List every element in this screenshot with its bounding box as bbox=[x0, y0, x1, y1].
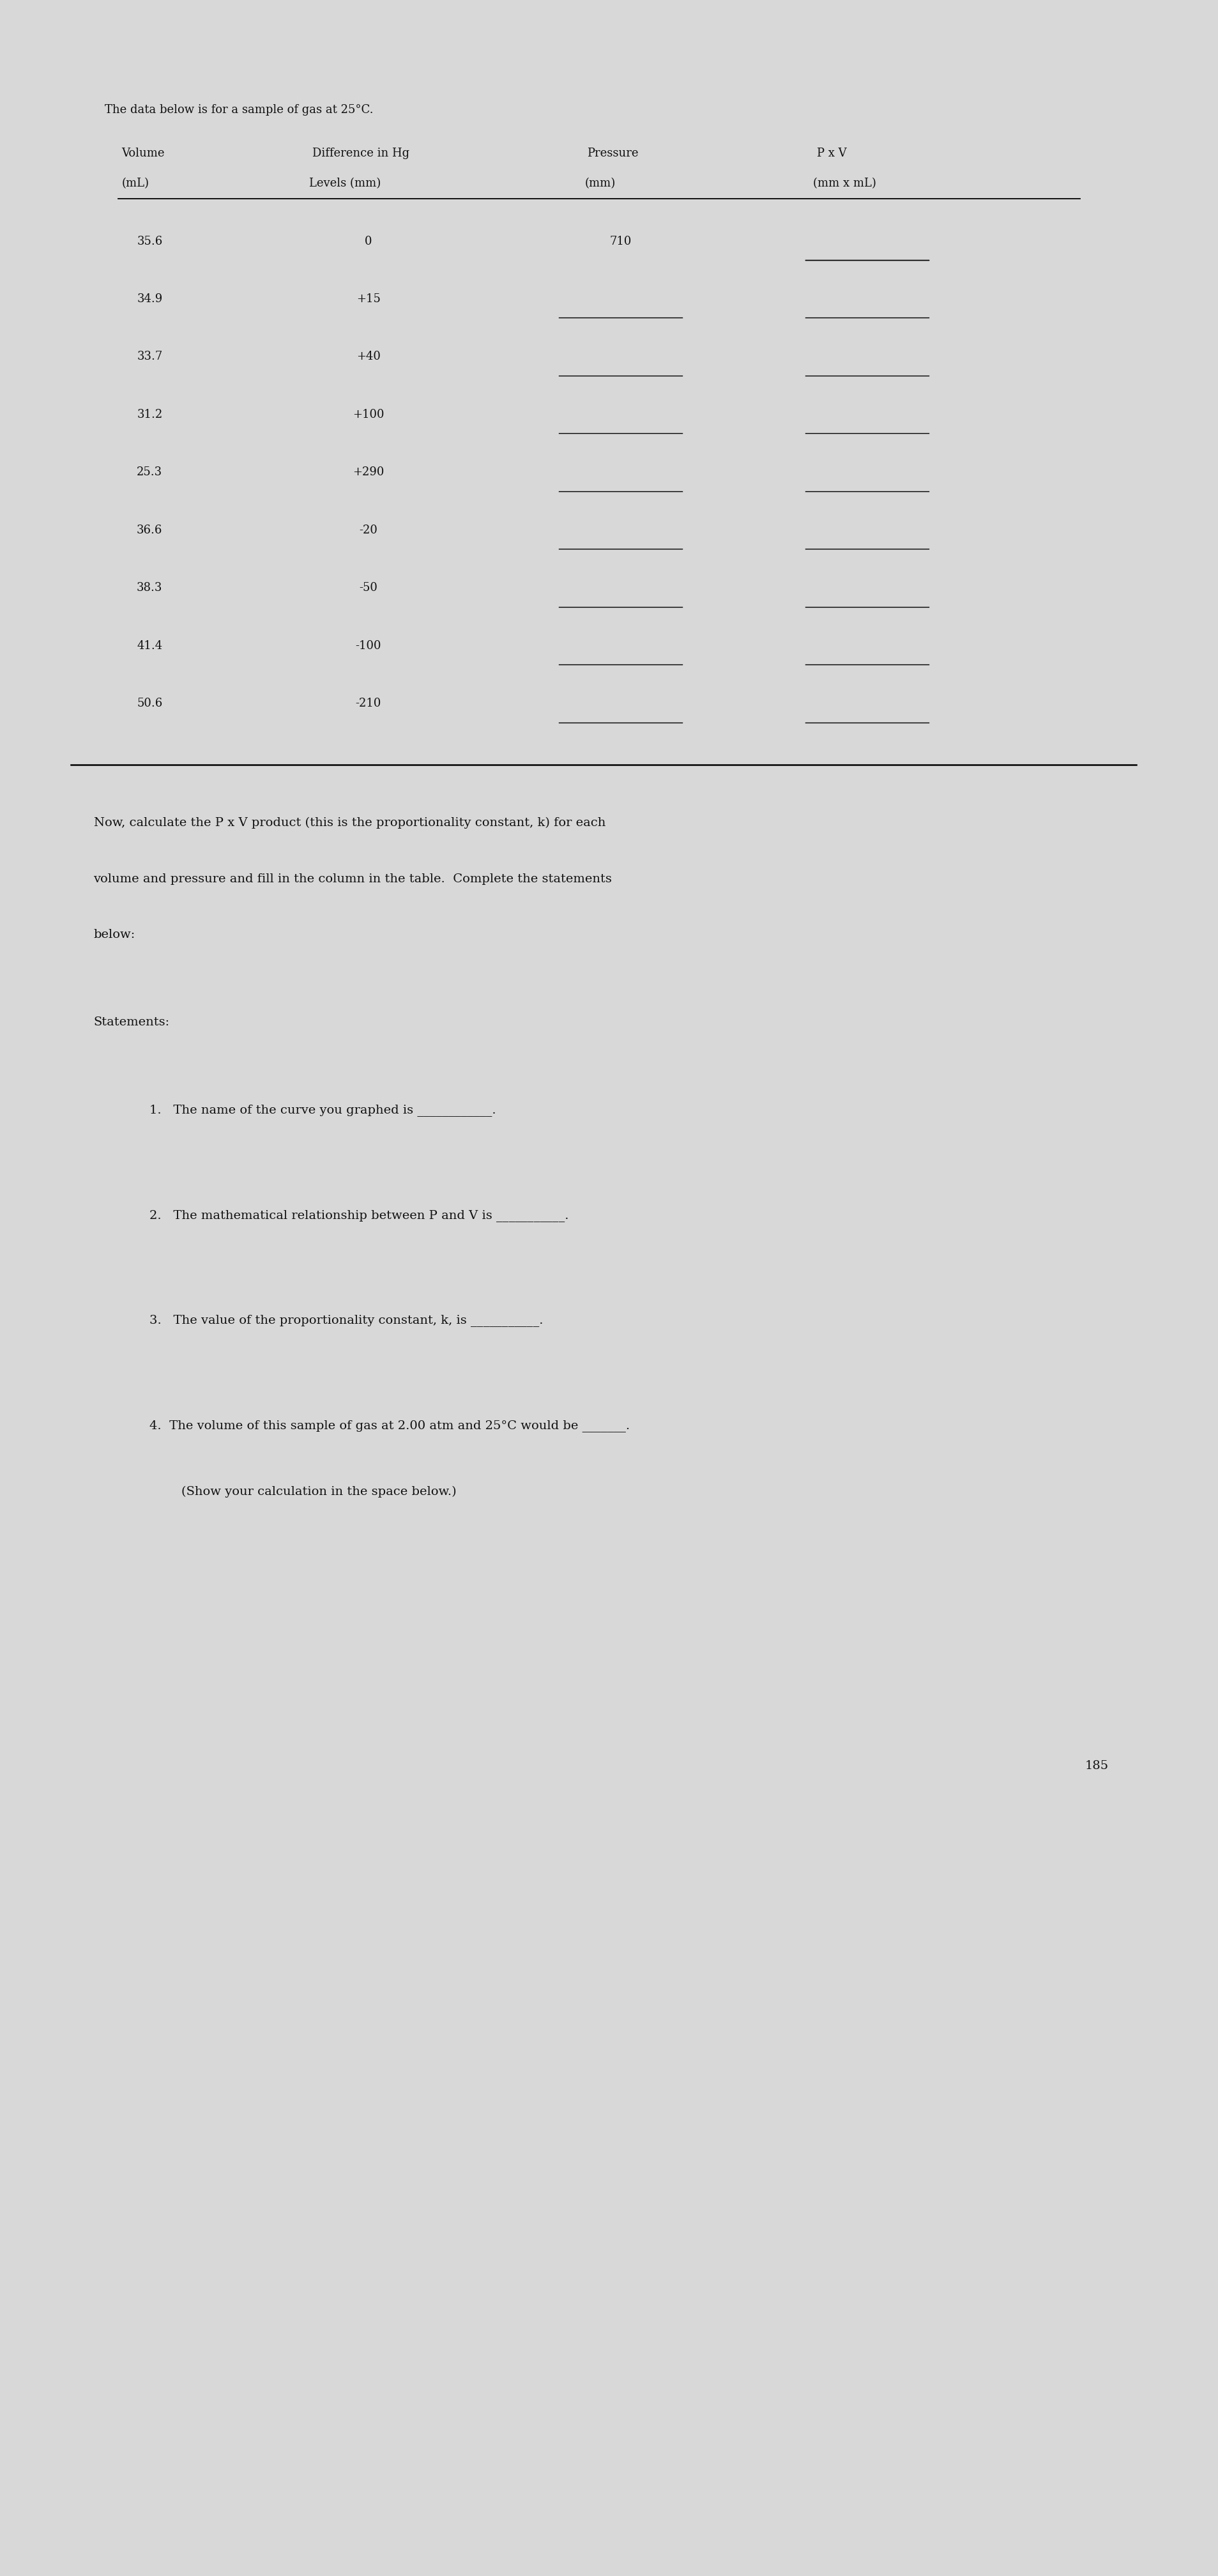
Text: 34.9: 34.9 bbox=[136, 294, 162, 304]
Text: +100: +100 bbox=[352, 410, 384, 420]
Text: 710: 710 bbox=[609, 234, 631, 247]
Text: +290: +290 bbox=[352, 466, 384, 479]
Text: Volume: Volume bbox=[122, 147, 164, 160]
Text: -20: -20 bbox=[359, 526, 378, 536]
Text: Pressure: Pressure bbox=[587, 147, 638, 160]
Text: 0: 0 bbox=[364, 234, 371, 247]
Text: 33.7: 33.7 bbox=[136, 350, 162, 363]
Text: 4.  The volume of this sample of gas at 2.00 atm and 25°C would be _______.: 4. The volume of this sample of gas at 2… bbox=[150, 1419, 630, 1432]
Text: (mm x mL): (mm x mL) bbox=[812, 178, 876, 188]
Text: Statements:: Statements: bbox=[94, 1018, 169, 1028]
Text: 50.6: 50.6 bbox=[136, 698, 162, 708]
Text: P x V: P x V bbox=[816, 147, 847, 160]
Text: +40: +40 bbox=[356, 350, 380, 363]
Text: 3.   The value of the proportionality constant, k, is ___________.: 3. The value of the proportionality cons… bbox=[150, 1314, 543, 1327]
Text: 25.3: 25.3 bbox=[136, 466, 162, 479]
Text: -210: -210 bbox=[356, 698, 381, 708]
Text: 185: 185 bbox=[1084, 1759, 1108, 1772]
Text: -100: -100 bbox=[356, 639, 381, 652]
Text: -50: -50 bbox=[359, 582, 378, 595]
Text: Difference in Hg: Difference in Hg bbox=[312, 147, 409, 160]
Text: 1.   The name of the curve you graphed is ____________.: 1. The name of the curve you graphed is … bbox=[150, 1105, 496, 1115]
Text: Now, calculate the P x V product (this is the proportionality constant, k) for e: Now, calculate the P x V product (this i… bbox=[94, 817, 605, 829]
Text: 41.4: 41.4 bbox=[136, 639, 162, 652]
Text: The data below is for a sample of gas at 25°C.: The data below is for a sample of gas at… bbox=[105, 103, 373, 116]
Text: (Show your calculation in the space below.): (Show your calculation in the space belo… bbox=[150, 1486, 457, 1497]
Text: 35.6: 35.6 bbox=[136, 234, 162, 247]
Text: 38.3: 38.3 bbox=[136, 582, 162, 595]
Text: 31.2: 31.2 bbox=[136, 410, 162, 420]
Text: volume and pressure and fill in the column in the table.  Complete the statement: volume and pressure and fill in the colu… bbox=[94, 873, 611, 884]
Text: 2.   The mathematical relationship between P and V is ___________.: 2. The mathematical relationship between… bbox=[150, 1208, 569, 1221]
Text: Levels (mm): Levels (mm) bbox=[308, 178, 380, 188]
Text: 36.6: 36.6 bbox=[136, 526, 162, 536]
Text: (mm): (mm) bbox=[585, 178, 615, 188]
Text: (mL): (mL) bbox=[122, 178, 149, 188]
Text: +15: +15 bbox=[356, 294, 380, 304]
Text: below:: below: bbox=[94, 930, 135, 940]
